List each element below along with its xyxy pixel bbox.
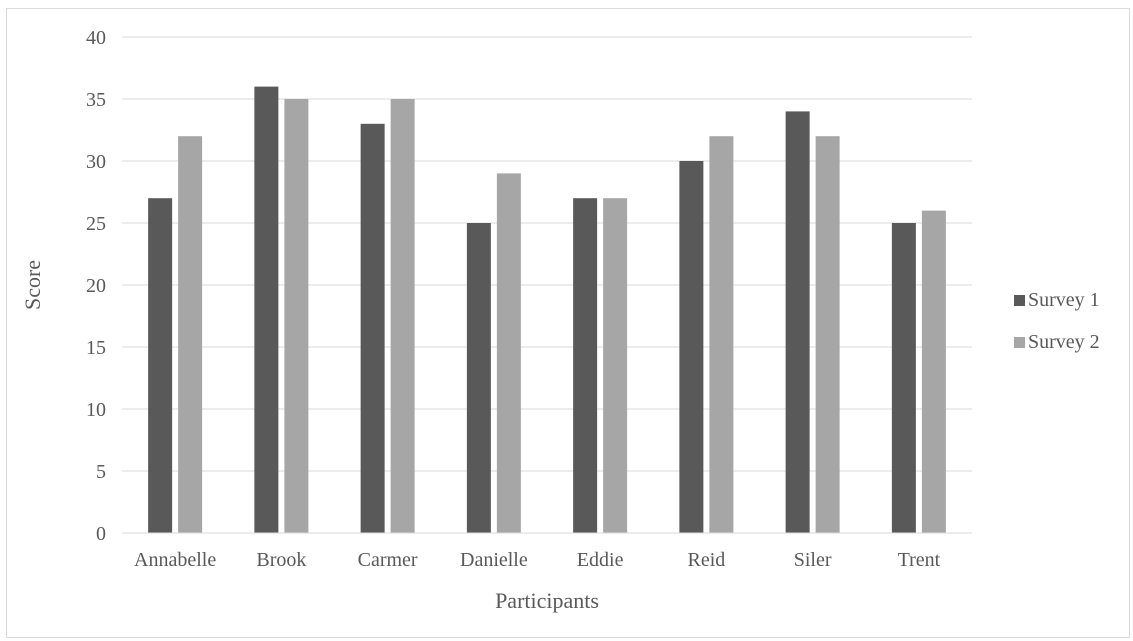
y-tick-label: 25 xyxy=(86,213,106,235)
bar-survey-2-eddie xyxy=(603,198,628,533)
x-tick-label: Siler xyxy=(794,549,832,571)
x-tick-label: Eddie xyxy=(577,549,624,571)
bar-survey-2-reid xyxy=(709,136,734,533)
bar-survey-1-reid xyxy=(679,161,704,533)
bar-survey-2-danielle xyxy=(496,173,521,533)
x-tick-label: Brook xyxy=(256,549,306,571)
y-axis-title: Score xyxy=(20,260,45,310)
x-axis-title: Participants xyxy=(495,588,599,613)
bar-survey-2-carmer xyxy=(390,99,415,533)
bar-survey-2-annabelle xyxy=(178,136,203,533)
y-tick-label: 5 xyxy=(96,461,106,483)
bar-survey-1-danielle xyxy=(466,223,491,533)
bar-survey-2-trent xyxy=(921,210,946,533)
bar-survey-1-siler xyxy=(785,111,810,534)
x-tick-label: Danielle xyxy=(460,549,528,571)
bar-survey-1-trent xyxy=(891,223,916,533)
bar-survey-2-siler xyxy=(815,136,840,533)
y-tick-label: 0 xyxy=(96,523,106,545)
y-tick-label: 10 xyxy=(86,399,106,421)
legend-swatch xyxy=(1014,337,1025,348)
legend-label: Survey 1 xyxy=(1028,289,1100,311)
gridlines xyxy=(122,36,972,472)
bar-survey-1-carmer xyxy=(360,123,385,534)
x-tick-label: Annabelle xyxy=(134,549,216,571)
bar-survey-1-annabelle xyxy=(148,198,173,533)
bars xyxy=(148,86,946,534)
bar-survey-2-brook xyxy=(284,99,309,533)
y-tick-label: 40 xyxy=(86,27,106,49)
x-axis-ticks: Annabelle Brook Carmer Danielle Eddie Reid Sil… xyxy=(134,549,941,571)
legend: Survey 1 Survey 2 xyxy=(1014,289,1100,353)
bar-survey-1-eddie xyxy=(573,198,598,533)
legend-swatch xyxy=(1014,295,1025,306)
x-tick-label: Carmer xyxy=(358,549,418,571)
legend-label: Survey 2 xyxy=(1028,331,1100,353)
x-tick-label: Trent xyxy=(898,549,941,571)
y-tick-label: 30 xyxy=(86,151,106,173)
y-axis-ticks: 0 5 10 15 20 25 30 35 40 xyxy=(86,27,106,545)
x-tick-label: Reid xyxy=(687,549,725,571)
y-tick-label: 35 xyxy=(86,89,106,111)
y-tick-label: 20 xyxy=(86,275,106,297)
bar-survey-1-brook xyxy=(254,86,279,533)
y-tick-label: 15 xyxy=(86,337,106,359)
